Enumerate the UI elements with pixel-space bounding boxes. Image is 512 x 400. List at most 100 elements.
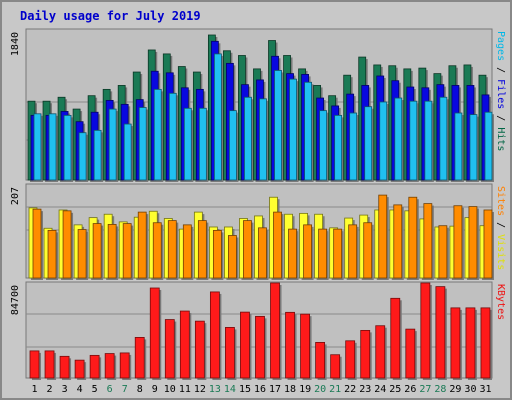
x-tick-label-day-30: 30 — [464, 384, 476, 395]
bar-pages-day-21 — [334, 114, 343, 181]
x-tick-label-day-9: 9 — [152, 384, 158, 395]
x-tick-label-day-7: 7 — [122, 384, 128, 395]
bar-pages-day-12 — [198, 107, 207, 181]
x-tick-label-day-16: 16 — [254, 384, 266, 395]
x-tick-label-day-15: 15 — [239, 384, 251, 395]
bar-kbytes-day-12 — [194, 320, 205, 379]
bar-sites-day-19 — [303, 224, 312, 279]
bar-sites-day-21 — [333, 228, 343, 279]
bar-kbytes-day-2 — [44, 350, 55, 379]
bar-pages-day-28 — [439, 96, 448, 181]
bar-kbytes-day-16 — [255, 315, 265, 379]
bar-kbytes-day-14 — [225, 327, 235, 379]
bar-pages-day-24 — [379, 101, 388, 181]
bar-sites-day-22 — [348, 224, 358, 279]
x-tick-label-day-1: 1 — [32, 384, 38, 395]
bar-pages-day-29 — [454, 112, 463, 181]
x-tick-label-day-25: 25 — [389, 384, 401, 395]
x-tick-label-day-29: 29 — [449, 384, 461, 395]
bar-pages-day-17 — [274, 70, 282, 181]
legend-entry-pages-files-hits: Files — [495, 79, 506, 109]
bar-pages-day-19 — [304, 81, 312, 181]
legend-entry-pages-files-hits: Pages — [495, 31, 506, 61]
bar-pages-day-20 — [319, 110, 328, 181]
bar-sites-day-12 — [197, 220, 207, 279]
bar-sites-day-5 — [92, 223, 102, 279]
bar-pages-day-2 — [48, 113, 57, 181]
chart-title: Daily usage for July 2019 — [20, 9, 201, 23]
bar-kbytes-day-1 — [29, 350, 40, 379]
x-tick-label-day-17: 17 — [269, 384, 281, 395]
bar-sites-day-1 — [32, 208, 42, 279]
bar-sites-day-9 — [152, 222, 162, 279]
x-tick-label-day-21: 21 — [329, 384, 341, 395]
bar-kbytes-day-29 — [450, 307, 461, 379]
bar-sites-day-31 — [483, 209, 493, 279]
legend-entry-pages-files-hits: / — [495, 61, 506, 79]
x-tick-label-day-2: 2 — [47, 384, 53, 395]
bar-kbytes-day-24 — [375, 325, 386, 379]
x-tick-label-day-18: 18 — [284, 384, 296, 395]
bar-kbytes-day-4 — [74, 359, 85, 379]
bar-sites-day-16 — [258, 227, 267, 279]
bar-pages-day-10 — [168, 92, 177, 181]
bar-sites-day-11 — [182, 224, 192, 279]
legend-kbytes: KBytes — [495, 284, 506, 320]
x-tick-label-day-28: 28 — [434, 384, 446, 395]
x-tick-label-day-26: 26 — [404, 384, 416, 395]
bar-kbytes-day-5 — [89, 354, 100, 379]
bar-pages-day-6 — [108, 108, 117, 181]
bar-sites-day-7 — [122, 223, 132, 279]
bar-sites-day-6 — [107, 224, 117, 279]
bar-sites-day-2 — [47, 229, 57, 279]
bar-pages-day-14 — [229, 110, 237, 181]
bar-kbytes-day-30 — [465, 307, 476, 379]
y-max-label-pages-files-hits: 1840 — [10, 32, 21, 56]
bar-kbytes-day-13 — [209, 291, 220, 379]
legend-entry-pages-files-hits: / — [495, 109, 506, 127]
bar-sites-day-10 — [167, 220, 177, 279]
x-tick-label-day-6: 6 — [107, 384, 113, 395]
bar-kbytes-day-8 — [134, 337, 145, 379]
bar-kbytes-day-10 — [164, 319, 175, 379]
x-tick-label-day-22: 22 — [344, 384, 356, 395]
bar-sites-day-13 — [212, 229, 222, 279]
x-tick-label-day-4: 4 — [77, 384, 83, 395]
legend-pages-files-hits: Pages / Files / Hits — [495, 31, 506, 151]
bar-kbytes-day-26 — [405, 328, 416, 379]
bar-kbytes-day-7 — [119, 352, 130, 379]
bar-kbytes-day-9 — [149, 287, 160, 379]
bar-sites-day-23 — [363, 222, 373, 279]
bar-pages-day-3 — [63, 114, 72, 181]
bar-sites-day-4 — [77, 229, 87, 279]
bar-sites-day-30 — [468, 206, 478, 279]
bar-pages-day-23 — [364, 106, 373, 181]
bar-pages-day-15 — [244, 96, 252, 181]
bar-kbytes-day-3 — [59, 355, 70, 379]
bar-pages-day-13 — [213, 53, 222, 181]
bar-sites-day-24 — [378, 194, 388, 279]
bar-pages-day-1 — [33, 113, 42, 181]
x-tick-label-day-14: 14 — [224, 384, 236, 395]
bar-kbytes-day-21 — [330, 354, 341, 379]
bar-pages-day-4 — [78, 132, 87, 181]
bar-kbytes-day-28 — [435, 286, 446, 379]
y-max-label-kbytes: 84700 — [10, 285, 21, 315]
bar-pages-day-16 — [259, 98, 267, 181]
x-tick-label-day-27: 27 — [419, 384, 431, 395]
x-tick-label-day-23: 23 — [359, 384, 371, 395]
legend-entry-pages-files-hits: Hits — [495, 127, 506, 151]
legend-entry-kbytes: KBytes — [495, 284, 506, 320]
x-tick-label-day-8: 8 — [137, 384, 143, 395]
bar-pages-day-9 — [153, 88, 162, 181]
bar-pages-day-18 — [289, 78, 297, 181]
bar-kbytes-day-22 — [345, 340, 356, 379]
bar-sites-day-8 — [137, 211, 147, 279]
bar-pages-day-7 — [123, 123, 132, 181]
bar-sites-day-29 — [453, 205, 463, 279]
bar-pages-day-11 — [183, 107, 192, 181]
bar-kbytes-day-11 — [179, 310, 190, 379]
x-tick-label-day-11: 11 — [179, 384, 191, 395]
bar-sites-day-14 — [228, 235, 237, 279]
